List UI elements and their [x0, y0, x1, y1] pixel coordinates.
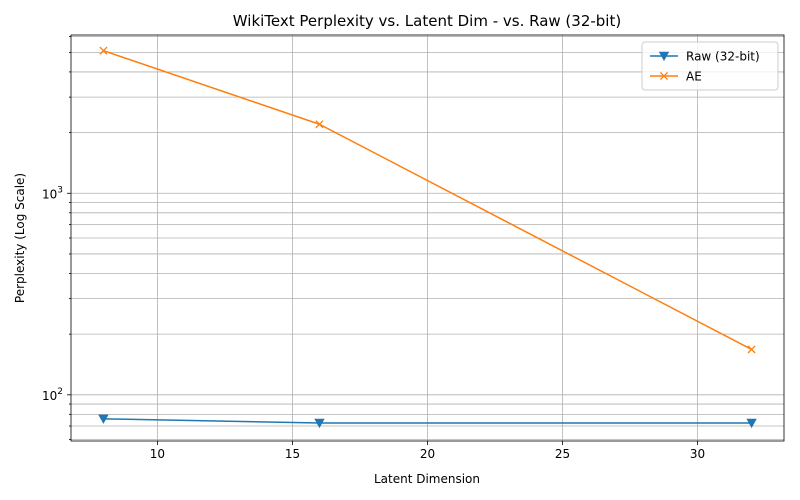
legend-entry-raw-32-bit: Raw (32-bit) — [650, 50, 760, 64]
legend-swatch-marker — [658, 51, 670, 62]
legend-label: Raw (32-bit) — [686, 50, 760, 64]
data-point-ae-stroke — [747, 345, 756, 354]
legend-box — [641, 41, 779, 91]
grid-layer — [71, 35, 784, 441]
x-tick-label: 20 — [420, 447, 435, 461]
data-point-ae — [315, 120, 324, 129]
data-point-ae-stroke — [315, 120, 324, 129]
y-tick-label: 102 — [42, 387, 63, 403]
legend-entry-ae: AE — [650, 70, 702, 84]
plot-area-frame — [70, 34, 785, 442]
y-tick-label-exponent: 2 — [57, 387, 63, 397]
x-tick-label: 25 — [555, 447, 570, 461]
legend: Raw (32-bit) AE — [641, 41, 779, 91]
data-point-ae — [99, 46, 108, 55]
y-tick-label-base: 10 — [42, 187, 57, 201]
data-point-raw-32-bit — [746, 418, 757, 429]
chart-title: WikiText Perplexity vs. Latent Dim - vs.… — [233, 12, 621, 30]
data-point-ae-stroke — [99, 46, 108, 55]
legend-swatch-marker — [659, 71, 669, 81]
y-tick-label-exponent: 3 — [57, 185, 63, 195]
x-tick-label: 30 — [690, 447, 705, 461]
x-tick-label: 15 — [285, 447, 300, 461]
x-tick-label: 10 — [150, 447, 165, 461]
series-layer — [98, 46, 757, 429]
x-axis-label: Latent Dimension — [374, 472, 480, 486]
series-raw-32-bit — [98, 414, 757, 429]
y-axis-label: Perplexity (Log Scale) — [13, 173, 27, 303]
legend-label: AE — [686, 70, 702, 84]
data-point-ae — [747, 345, 756, 354]
legend-swatch-marker-stroke — [659, 71, 669, 81]
series-ae — [99, 46, 756, 354]
data-point-raw-32-bit — [314, 418, 325, 429]
y-tick-label-base: 10 — [42, 389, 57, 403]
legend-entries: Raw (32-bit) AE — [650, 50, 760, 84]
data-point-raw-32-bit — [98, 414, 109, 424]
y-tick-label: 103 — [42, 185, 63, 201]
